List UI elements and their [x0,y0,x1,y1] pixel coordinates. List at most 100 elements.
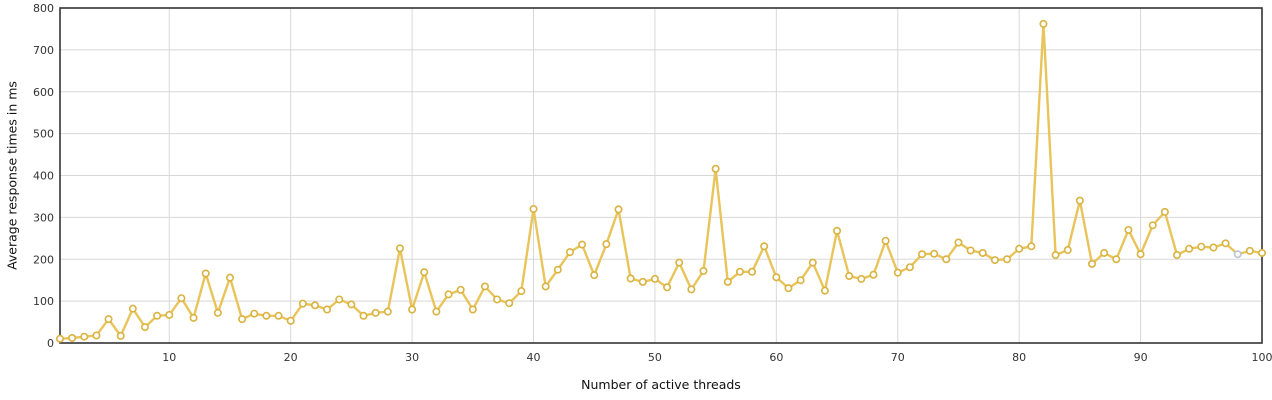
data-point[interactable] [833,226,842,235]
data-point[interactable] [978,248,987,257]
data-point[interactable] [942,255,951,264]
data-point[interactable] [1015,244,1024,253]
data-point[interactable] [213,308,222,317]
data-point[interactable] [1063,246,1072,255]
data-point[interactable] [68,333,77,342]
data-point[interactable] [1233,250,1242,259]
data-point[interactable] [432,307,441,316]
data-point[interactable] [1209,243,1218,252]
data-point[interactable] [966,246,975,255]
data-point[interactable] [954,238,963,247]
data-point[interactable] [189,313,198,322]
data-point[interactable] [553,265,562,274]
data-point[interactable] [262,311,271,320]
data-point[interactable] [286,316,295,325]
data-point[interactable] [784,284,793,293]
data-point[interactable] [456,285,465,294]
data-point[interactable] [808,258,817,267]
data-point[interactable] [796,276,805,285]
data-point[interactable] [359,311,368,320]
data-point[interactable] [675,258,684,267]
data-point[interactable] [735,267,744,276]
data-point[interactable] [80,332,89,341]
data-point[interactable] [602,240,611,249]
data-point[interactable] [1160,207,1169,216]
data-point[interactable] [55,334,64,343]
data-point[interactable] [310,301,319,310]
data-point[interactable] [1185,244,1194,253]
data-point[interactable] [626,274,635,283]
data-point[interactable] [1100,248,1109,257]
data-point[interactable] [335,295,344,304]
data-point[interactable] [990,256,999,265]
data-point[interactable] [395,244,404,253]
data-point[interactable] [930,249,939,258]
data-point[interactable] [857,274,866,283]
data-point[interactable] [177,294,186,303]
data-point[interactable] [140,323,149,332]
data-point[interactable] [250,309,259,318]
data-point[interactable] [104,315,113,324]
data-point[interactable] [760,242,769,251]
data-point[interactable] [323,305,332,314]
data-point[interactable] [201,269,210,278]
data-point[interactable] [578,240,587,249]
data-point[interactable] [274,311,283,320]
data-point[interactable] [1258,248,1267,257]
data-point[interactable] [881,236,890,245]
data-point[interactable] [1112,255,1121,264]
data-point[interactable] [1173,251,1182,260]
data-point[interactable] [723,277,732,286]
data-point[interactable] [1088,259,1097,268]
data-point[interactable] [687,285,696,294]
data-point[interactable] [1075,196,1084,205]
data-point[interactable] [699,266,708,275]
data-point[interactable] [638,277,647,286]
data-point[interactable] [420,268,429,277]
data-point[interactable] [153,311,162,320]
data-point[interactable] [1124,225,1133,234]
data-point[interactable] [165,310,174,319]
data-point[interactable] [1221,239,1230,248]
data-point[interactable] [1148,221,1157,230]
data-point[interactable] [565,248,574,257]
data-point[interactable] [444,290,453,299]
data-point[interactable] [845,271,854,280]
data-point[interactable] [893,268,902,277]
data-point[interactable] [92,331,101,340]
data-point[interactable] [128,304,137,313]
data-point[interactable] [1051,251,1060,260]
data-point[interactable] [590,271,599,280]
data-point[interactable] [1027,242,1036,251]
data-point[interactable] [225,273,234,282]
data-point[interactable] [116,331,125,340]
data-point[interactable] [772,273,781,282]
data-point[interactable] [650,274,659,283]
data-point[interactable] [493,295,502,304]
data-point[interactable] [517,287,526,296]
data-point[interactable] [1197,242,1206,251]
data-point[interactable] [298,299,307,308]
data-point[interactable] [505,299,514,308]
data-point[interactable] [1039,19,1048,28]
data-point[interactable] [711,164,720,173]
data-point[interactable] [748,267,757,276]
data-point[interactable] [529,205,538,214]
data-point[interactable] [468,305,477,314]
data-point[interactable] [1003,255,1012,264]
data-point[interactable] [1245,246,1254,255]
data-point[interactable] [408,305,417,314]
data-point[interactable] [869,270,878,279]
data-point[interactable] [383,307,392,316]
data-point[interactable] [820,286,829,295]
data-point[interactable] [480,282,489,291]
data-point[interactable] [905,263,914,272]
data-point[interactable] [614,205,623,214]
data-point[interactable] [918,250,927,259]
data-point[interactable] [238,315,247,324]
data-point[interactable] [371,308,380,317]
data-point[interactable] [347,300,356,309]
data-point[interactable] [663,283,672,292]
data-point[interactable] [1136,250,1145,259]
data-point[interactable] [541,282,550,291]
